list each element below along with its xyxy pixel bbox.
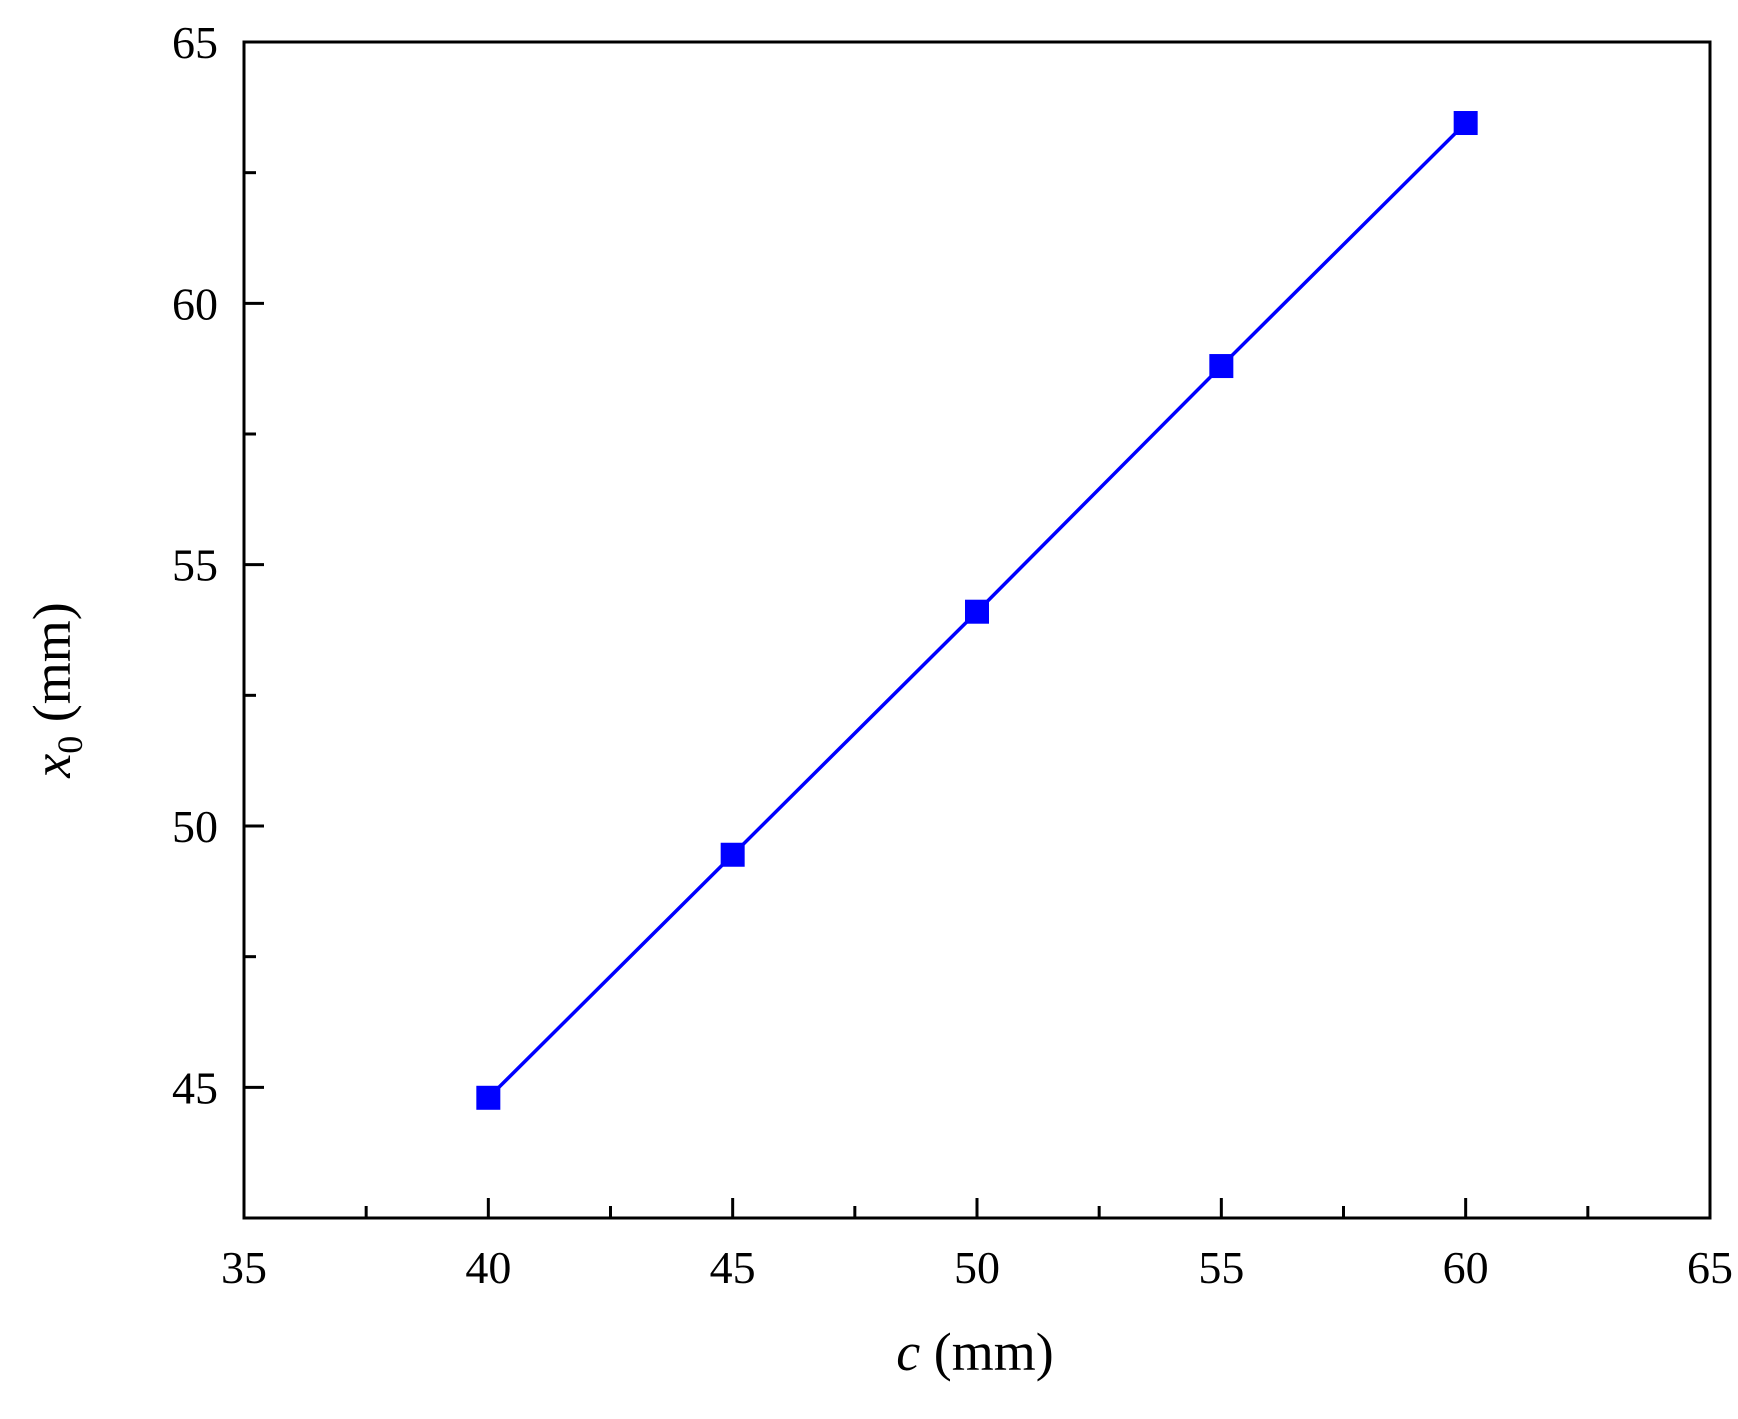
data-point [965, 599, 989, 624]
y-tick-label: 45 [172, 1062, 218, 1113]
x-tick-label: 40 [465, 1242, 511, 1293]
y-tick-label: 50 [172, 801, 218, 852]
data-point [476, 1085, 501, 1110]
x-tick-labels: 35 40 45 50 55 60 65 [221, 1242, 1733, 1293]
x-tick-label: 65 [1687, 1242, 1733, 1293]
y-axis-label-unit: (mm) [22, 602, 82, 735]
y-tick-label: 60 [172, 278, 218, 329]
data-point [1453, 111, 1478, 136]
y-axis-label: x0 (mm) [22, 602, 90, 778]
x-tick-label: 50 [954, 1242, 1000, 1293]
x-axis-label-unit: (mm) [920, 1322, 1053, 1382]
x-tick-label: 45 [710, 1242, 756, 1293]
x-axis-label: c (mm) [896, 1322, 1053, 1382]
x-tick-label: 35 [221, 1242, 267, 1293]
x-axis-label-variable: c [896, 1322, 920, 1382]
y-axis-label-subscript: 0 [50, 736, 90, 754]
data-point [1209, 354, 1234, 379]
x-tick-label: 60 [1443, 1242, 1489, 1293]
data-point [720, 842, 745, 867]
y-tick-label: 55 [172, 540, 218, 591]
y-tick-label: 65 [172, 17, 218, 68]
x-tick-label: 55 [1198, 1242, 1244, 1293]
series-layer [476, 111, 1478, 1110]
plot-frame [242, 40, 1712, 1220]
y-axis-label-variable: x [22, 754, 82, 779]
y-tick-labels: 45 50 55 60 65 [172, 17, 218, 1113]
